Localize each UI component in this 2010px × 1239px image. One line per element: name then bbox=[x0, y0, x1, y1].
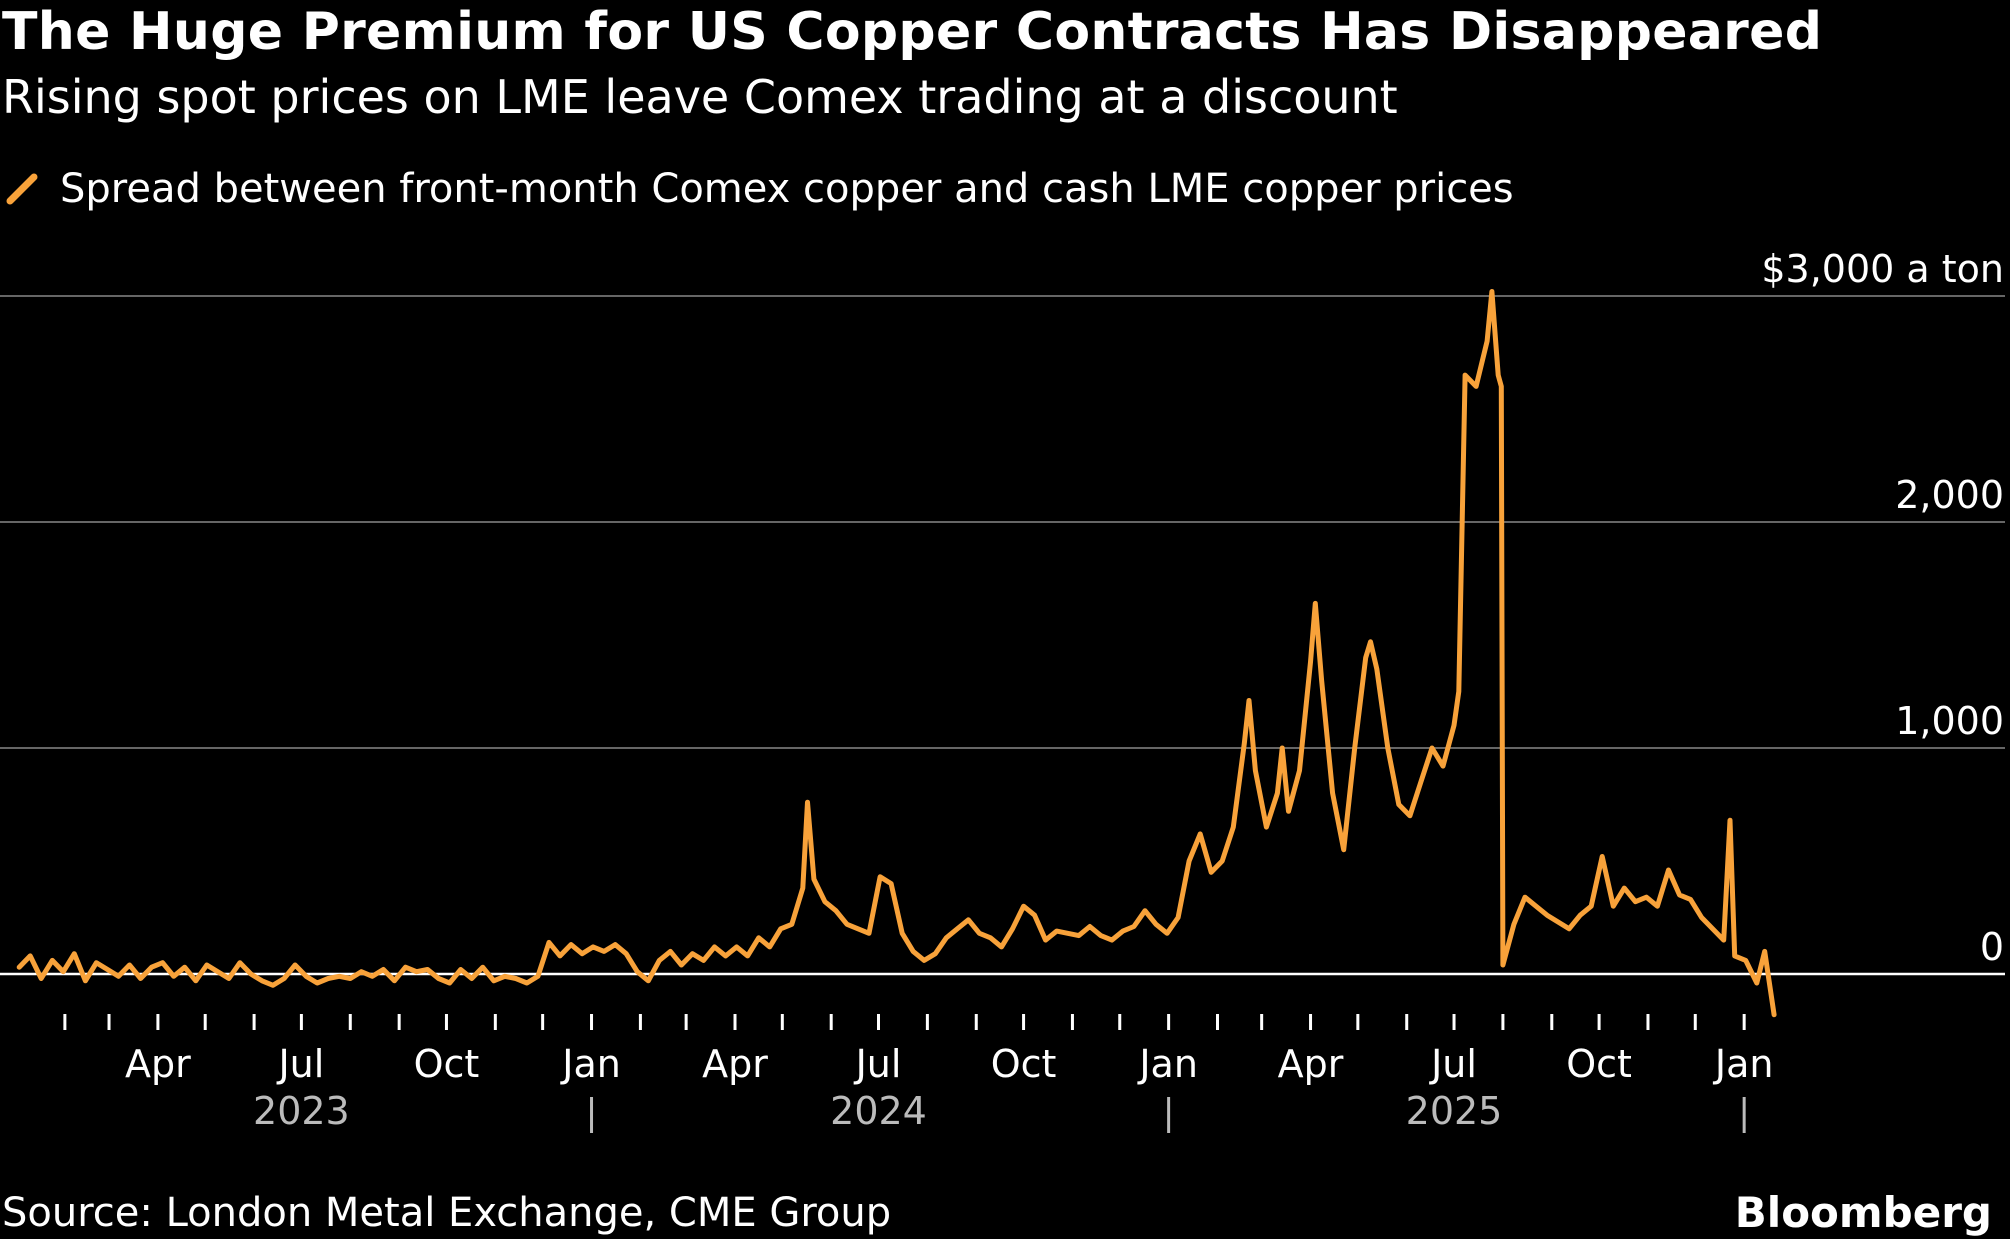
y-tick-label: 1,000 bbox=[1895, 699, 2004, 743]
year-label: 2024 bbox=[830, 1089, 927, 1133]
y-tick-label: 2,000 bbox=[1895, 473, 2004, 517]
chart-subtitle: Rising spot prices on LME leave Comex tr… bbox=[2, 70, 1398, 124]
source-note: Source: London Metal Exchange, CME Group bbox=[2, 1190, 892, 1236]
year-label: 2025 bbox=[1406, 1089, 1503, 1133]
x-tick-label: Jan bbox=[1713, 1042, 1774, 1086]
x-tick-label: Jul bbox=[854, 1042, 902, 1086]
x-tick-label: Oct bbox=[1566, 1042, 1632, 1086]
x-tick-label: Apr bbox=[1278, 1042, 1344, 1086]
legend: Spread between front-month Comex copper … bbox=[2, 165, 1514, 213]
bloomberg-logo: Bloomberg bbox=[1734, 1188, 1992, 1237]
x-tick-label: Oct bbox=[414, 1042, 480, 1086]
x-tick-label: Jul bbox=[1429, 1042, 1477, 1086]
series-line bbox=[16, 289, 1777, 1018]
x-tick-label: Apr bbox=[125, 1042, 191, 1086]
year-label: 2023 bbox=[253, 1089, 350, 1133]
x-tick-label: Oct bbox=[991, 1042, 1057, 1086]
x-tick-label: Jan bbox=[560, 1042, 621, 1086]
y-tick-label: $3,000 a ton bbox=[1761, 247, 2004, 291]
legend-label: Spread between front-month Comex copper … bbox=[60, 166, 1514, 212]
x-tick-label: Jan bbox=[1137, 1042, 1198, 1086]
legend-swatch-icon bbox=[6, 173, 38, 205]
y-tick-label: 0 bbox=[1980, 925, 2004, 969]
x-tick-label: Jul bbox=[276, 1042, 324, 1086]
x-tick-label: Apr bbox=[702, 1042, 768, 1086]
chart-title: The Huge Premium for US Copper Contracts… bbox=[2, 2, 1823, 62]
